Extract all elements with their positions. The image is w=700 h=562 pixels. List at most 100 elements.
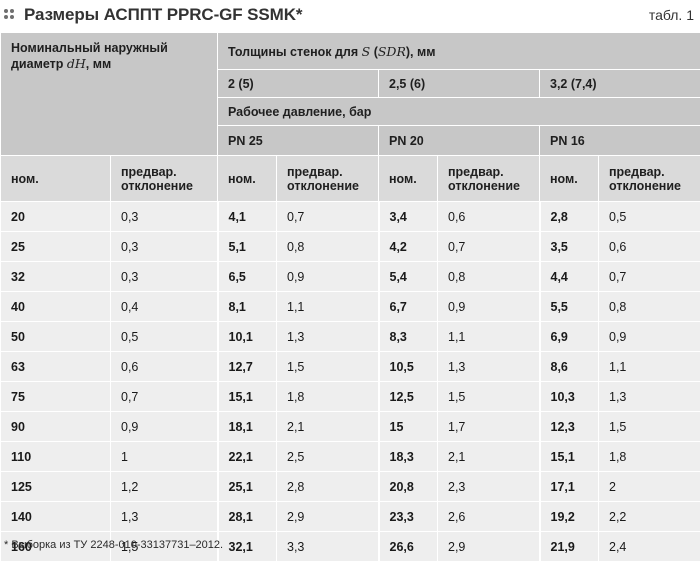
cell-d: 40 bbox=[1, 292, 111, 322]
cell-s2-dev: 1,1 bbox=[438, 322, 540, 352]
cell-s2: 4,2 bbox=[379, 232, 438, 262]
cell-s3-dev: 0,9 bbox=[599, 322, 700, 352]
cell-s1-dev: 1,3 bbox=[277, 322, 379, 352]
cell-s2: 20,8 bbox=[379, 472, 438, 502]
header-diameter-unit: , мм bbox=[86, 57, 111, 71]
cell-d-dev: 1,2 bbox=[111, 472, 218, 502]
cell-s1: 6,5 bbox=[218, 262, 277, 292]
cell-s2-dev: 0,8 bbox=[438, 262, 540, 292]
cell-s3-dev: 1,8 bbox=[599, 442, 700, 472]
cell-s2: 26,6 bbox=[379, 532, 438, 562]
cell-s2: 18,3 bbox=[379, 442, 438, 472]
table-title: Размеры АСППТ PPRC-GF SSMK* bbox=[24, 5, 302, 25]
cell-d: 140 bbox=[1, 502, 111, 532]
cell-s2-dev: 0,9 bbox=[438, 292, 540, 322]
header-thickness-sdr: SDR bbox=[378, 44, 406, 59]
cell-s3-dev: 0,6 bbox=[599, 232, 700, 262]
pn-group-2: PN 20 bbox=[379, 126, 540, 156]
header-diameter-symbol: dН bbox=[67, 56, 86, 71]
cell-s3: 5,5 bbox=[540, 292, 599, 322]
cell-s2-dev: 1,5 bbox=[438, 382, 540, 412]
cell-d-dev: 0,3 bbox=[111, 232, 218, 262]
cell-s1-dev: 1,8 bbox=[277, 382, 379, 412]
cell-d: 50 bbox=[1, 322, 111, 352]
cell-s2: 5,4 bbox=[379, 262, 438, 292]
col-d-dev: предвар. отклонение bbox=[111, 156, 218, 202]
bullet-dots-icon bbox=[4, 9, 15, 20]
cell-s1-dev: 2,5 bbox=[277, 442, 379, 472]
cell-s2: 8,3 bbox=[379, 322, 438, 352]
header-diameter: Номинальный наружный диаметр dН, мм bbox=[1, 33, 218, 156]
cell-s3-dev: 1,3 bbox=[599, 382, 700, 412]
col-s3-nom: ном. bbox=[540, 156, 599, 202]
cell-s2-dev: 0,7 bbox=[438, 232, 540, 262]
cell-d-dev: 0,6 bbox=[111, 352, 218, 382]
cell-s3-dev: 1,1 bbox=[599, 352, 700, 382]
dimensions-table: Номинальный наружный диаметр dН, мм Толщ… bbox=[0, 32, 700, 562]
cell-s3-dev: 2,2 bbox=[599, 502, 700, 532]
header-thickness-unit: ), мм bbox=[406, 45, 436, 59]
cell-s3-dev: 0,5 bbox=[599, 202, 700, 232]
col-s1-dev: предвар. отклонение bbox=[277, 156, 379, 202]
cell-s2-dev: 2,6 bbox=[438, 502, 540, 532]
cell-d-dev: 0,3 bbox=[111, 262, 218, 292]
cell-d-dev: 1 bbox=[111, 442, 218, 472]
cell-s1: 5,1 bbox=[218, 232, 277, 262]
cell-d-dev: 0,9 bbox=[111, 412, 218, 442]
header-thickness-symbol: S bbox=[362, 44, 371, 59]
cell-d-dev: 0,4 bbox=[111, 292, 218, 322]
cell-d: 75 bbox=[1, 382, 111, 412]
cell-s3-dev: 2 bbox=[599, 472, 700, 502]
cell-s1-dev: 2,9 bbox=[277, 502, 379, 532]
cell-s1: 15,1 bbox=[218, 382, 277, 412]
cell-s2: 10,5 bbox=[379, 352, 438, 382]
cell-s1-dev: 0,9 bbox=[277, 262, 379, 292]
cell-s1-dev: 1,1 bbox=[277, 292, 379, 322]
cell-s2: 15 bbox=[379, 412, 438, 442]
cell-s1: 8,1 bbox=[218, 292, 277, 322]
cell-s2: 6,7 bbox=[379, 292, 438, 322]
cell-s3: 17,1 bbox=[540, 472, 599, 502]
header-thickness-label: Толщины стенок для bbox=[228, 45, 358, 59]
pn-group-1: PN 25 bbox=[218, 126, 379, 156]
cell-s2-dev: 2,1 bbox=[438, 442, 540, 472]
title-bar: Размеры АСППТ PPRC-GF SSMK* табл. 1 bbox=[0, 0, 700, 32]
cell-s3: 15,1 bbox=[540, 442, 599, 472]
cell-d: 110 bbox=[1, 442, 111, 472]
cell-s3: 10,3 bbox=[540, 382, 599, 412]
cell-d-dev: 0,5 bbox=[111, 322, 218, 352]
cell-d: 32 bbox=[1, 262, 111, 292]
cell-s3: 4,4 bbox=[540, 262, 599, 292]
cell-d: 90 bbox=[1, 412, 111, 442]
sdr-group-3: 3,2 (7,4) bbox=[540, 70, 700, 98]
cell-s2-dev: 1,7 bbox=[438, 412, 540, 442]
cell-s2-dev: 0,6 bbox=[438, 202, 540, 232]
cell-s1-dev: 0,7 bbox=[277, 202, 379, 232]
cell-s2: 3,4 bbox=[379, 202, 438, 232]
cell-s1-dev: 0,8 bbox=[277, 232, 379, 262]
header-pressure: Рабочее давление, бар bbox=[218, 98, 700, 126]
cell-s1: 32,1 bbox=[218, 532, 277, 562]
cell-s3: 12,3 bbox=[540, 412, 599, 442]
col-s2-nom: ном. bbox=[379, 156, 438, 202]
cell-s2: 23,3 bbox=[379, 502, 438, 532]
cell-s1-dev: 2,8 bbox=[277, 472, 379, 502]
sdr-group-1: 2 (5) bbox=[218, 70, 379, 98]
cell-s1: 18,1 bbox=[218, 412, 277, 442]
sdr-group-2: 2,5 (6) bbox=[379, 70, 540, 98]
cell-s3: 6,9 bbox=[540, 322, 599, 352]
cell-s3-dev: 0,7 bbox=[599, 262, 700, 292]
header-thickness: Толщины стенок для S (SDR), мм bbox=[218, 33, 700, 70]
cell-s3: 21,9 bbox=[540, 532, 599, 562]
cell-s1: 10,1 bbox=[218, 322, 277, 352]
cell-s1-dev: 2,1 bbox=[277, 412, 379, 442]
cell-s3: 2,8 bbox=[540, 202, 599, 232]
cell-s1: 25,1 bbox=[218, 472, 277, 502]
cell-s3-dev: 0,8 bbox=[599, 292, 700, 322]
col-d-nom: ном. bbox=[1, 156, 111, 202]
